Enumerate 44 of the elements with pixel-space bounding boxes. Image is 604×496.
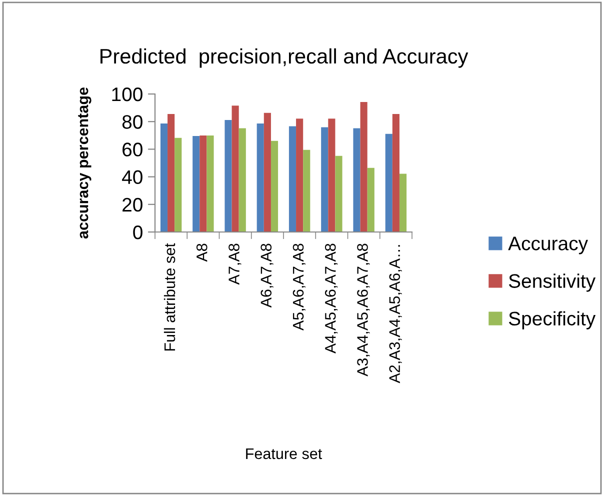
y-tick-label: 60	[122, 142, 142, 156]
bar	[296, 118, 304, 232]
x-tick-label: Full attribute set	[164, 243, 176, 351]
bar	[160, 124, 168, 232]
x-tick-label: A3,A4,A5,A6,A7,A8	[357, 244, 370, 376]
bar	[367, 168, 374, 232]
y-tick-label: 80	[122, 115, 142, 129]
legend-label: Sensitivity	[508, 274, 596, 292]
x-tick-label: A7,A8	[228, 244, 242, 285]
bar	[335, 156, 342, 232]
x-axis-title: Feature set	[246, 448, 322, 460]
bar	[288, 126, 296, 232]
y-tick-label: 40	[122, 170, 142, 184]
y-tick-label: 20	[122, 198, 142, 212]
bar	[200, 136, 207, 232]
x-tick-label: A2,A3,A4,A5,A6,A…	[389, 245, 402, 384]
legend-label: Specificity	[508, 311, 596, 330]
bar	[232, 106, 239, 232]
bar	[238, 128, 246, 232]
y-tick-label: 100	[112, 87, 142, 102]
x-tick-label: A8	[196, 244, 208, 262]
bar	[303, 150, 310, 232]
bar	[392, 114, 400, 232]
bar	[168, 114, 175, 232]
bar	[192, 136, 200, 232]
bar	[399, 174, 407, 232]
y-axis-title: accuracy percentage	[78, 88, 92, 239]
bar	[206, 136, 214, 232]
bar	[174, 138, 182, 232]
bar	[256, 124, 264, 232]
bar	[224, 120, 232, 232]
chart-title: Predicted precision,recall and Accuracy	[100, 48, 468, 68]
bar	[360, 102, 368, 232]
bar	[385, 134, 392, 232]
x-tick-label: A5,A6,A7,A8	[292, 244, 306, 331]
bar	[353, 128, 360, 232]
legend-label: Accuracy	[508, 236, 588, 254]
bar	[321, 127, 328, 232]
y-tick-label: 0	[133, 225, 142, 240]
bar	[328, 118, 336, 232]
bar	[264, 112, 271, 232]
x-tick-label: A6,A7,A8	[260, 244, 274, 308]
x-tick-label: A4,A5,A6,A7,A8	[324, 244, 338, 354]
bar	[270, 140, 278, 232]
